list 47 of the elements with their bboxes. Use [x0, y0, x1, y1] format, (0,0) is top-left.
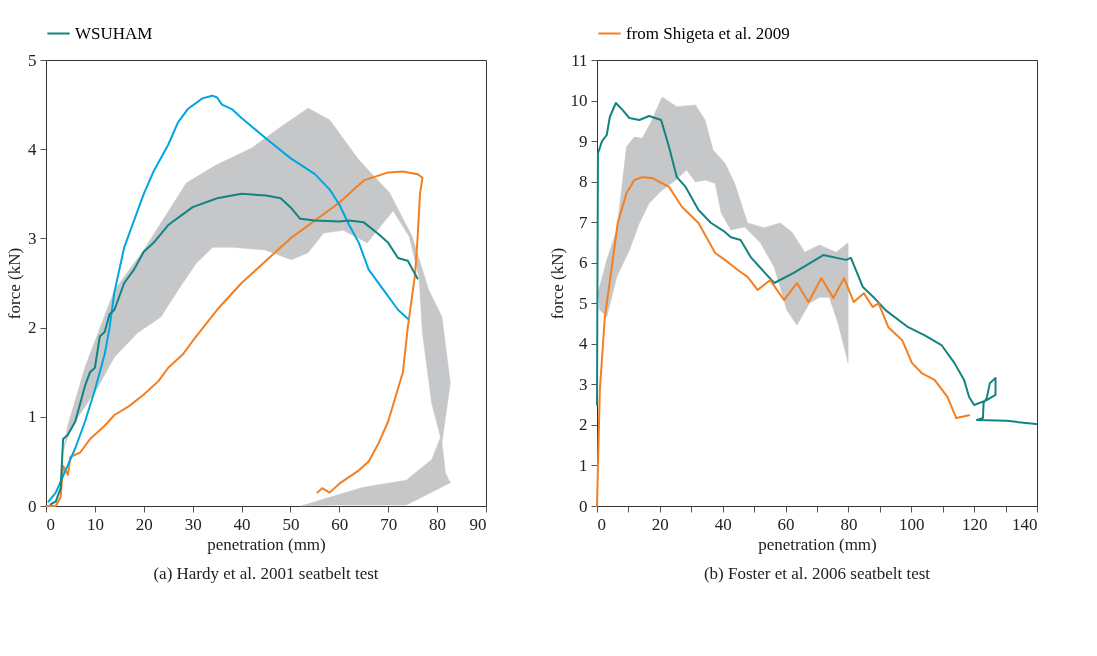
y-tick-label: 4: [579, 334, 588, 354]
y-tick-label: 10: [570, 91, 588, 111]
y-tick-label: 5: [28, 50, 37, 70]
x-tick-label: 20: [651, 514, 669, 534]
y-tick-label: 0: [579, 496, 588, 516]
y-tick-label: 2: [28, 318, 37, 338]
x-tick-label: 50: [282, 514, 300, 534]
x-tick-label: 0: [46, 514, 55, 534]
x-tick-label: 100: [899, 514, 925, 534]
x-tick-label: 40: [233, 514, 251, 534]
line-series: [47, 94, 409, 503]
y-tick-label: 2: [579, 415, 588, 435]
y-tick-label: 3: [28, 228, 37, 248]
text: (a) Hardy et al. 2001 seatbelt test: [153, 564, 379, 583]
x-tick-label: 40: [714, 514, 732, 534]
y-tick-label: 5: [579, 293, 588, 313]
y-tick-label: 9: [579, 131, 588, 151]
y-tick-label: 1: [579, 455, 588, 475]
y-tick-label: 7: [579, 212, 588, 232]
line-series: [596, 101, 1038, 426]
x-axis-title: penetration (mm): [758, 534, 877, 554]
x-tick-label: 0: [597, 514, 606, 534]
x-tick-label: 120: [961, 514, 988, 534]
x-tick-label: 140: [1012, 514, 1038, 534]
x-tick-label: 60: [331, 514, 349, 534]
y-tick-label: 1: [28, 407, 37, 427]
y-tick-label: 4: [28, 139, 37, 159]
x-tick-label: 90: [469, 514, 487, 534]
y-tick-label: 3: [579, 374, 588, 394]
y-axis-title: force (kN): [547, 247, 567, 320]
x-tick-label: 20: [135, 514, 153, 534]
legend-label: WSUHAM: [75, 23, 153, 43]
text: (b) Foster et al. 2006 seatbelt test: [703, 564, 931, 583]
x-tick-label: 30: [184, 514, 202, 534]
line-series: [596, 176, 971, 507]
x-axis-title: penetration (mm): [207, 534, 326, 554]
x-tick-label: 80: [840, 514, 858, 534]
x-tick-label: 80: [429, 514, 447, 534]
y-tick-label: 6: [579, 253, 588, 273]
y-tick-label: 8: [579, 172, 588, 192]
x-tick-label: 70: [380, 514, 398, 534]
x-tick-label: 60: [777, 514, 795, 534]
x-tick-label: 10: [86, 514, 104, 534]
y-axis-title: force (kN): [5, 247, 24, 320]
legend-label: from Shigeta et al. 2009: [626, 23, 790, 43]
y-tick-label: 0: [28, 496, 37, 516]
y-tick-label: 11: [571, 50, 588, 70]
